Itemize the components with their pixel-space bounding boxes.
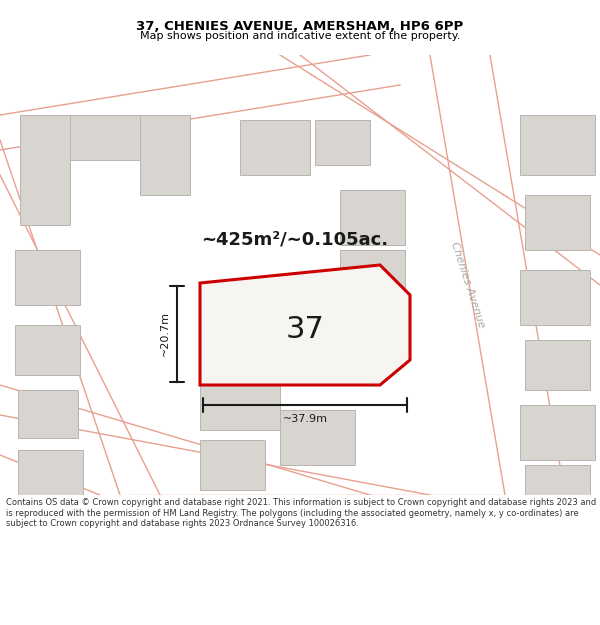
Text: Map shows position and indicative extent of the property.: Map shows position and indicative extent…	[140, 31, 460, 41]
Polygon shape	[525, 465, 590, 495]
Text: ~20.7m: ~20.7m	[160, 311, 170, 356]
Text: ~425m²/~0.105ac.: ~425m²/~0.105ac.	[202, 231, 389, 249]
Text: ~37.9m: ~37.9m	[283, 414, 328, 424]
Polygon shape	[15, 250, 80, 305]
Polygon shape	[315, 120, 370, 165]
Polygon shape	[140, 115, 190, 195]
Polygon shape	[520, 270, 590, 325]
Polygon shape	[240, 120, 310, 175]
Polygon shape	[15, 325, 80, 375]
Polygon shape	[20, 115, 70, 225]
Text: 37, CHENIES AVENUE, AMERSHAM, HP6 6PP: 37, CHENIES AVENUE, AMERSHAM, HP6 6PP	[136, 20, 464, 33]
Text: Contains OS data © Crown copyright and database right 2021. This information is : Contains OS data © Crown copyright and d…	[6, 498, 596, 528]
Polygon shape	[18, 390, 78, 438]
Polygon shape	[280, 410, 355, 465]
Polygon shape	[520, 405, 595, 460]
Polygon shape	[340, 190, 405, 245]
Polygon shape	[520, 115, 595, 175]
Text: Chenies Avenue: Chenies Avenue	[449, 241, 487, 329]
Polygon shape	[200, 375, 280, 430]
Text: 37: 37	[286, 316, 325, 344]
Polygon shape	[200, 265, 410, 385]
Polygon shape	[340, 250, 405, 305]
Polygon shape	[525, 340, 590, 390]
Polygon shape	[20, 115, 190, 160]
Polygon shape	[200, 440, 265, 490]
Polygon shape	[18, 450, 83, 495]
Polygon shape	[525, 195, 590, 250]
